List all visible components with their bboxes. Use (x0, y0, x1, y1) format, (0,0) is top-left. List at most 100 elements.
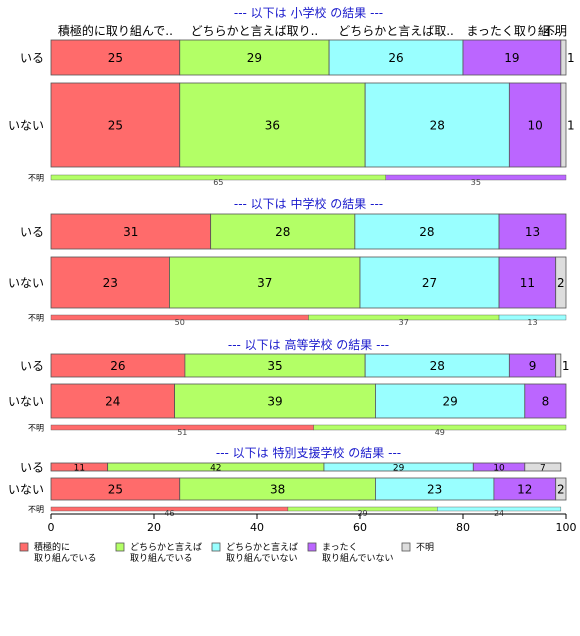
data-label: 37 (399, 318, 409, 327)
row-label: いる (20, 461, 44, 475)
bar-segment (375, 383, 526, 419)
data-label: 28 (275, 225, 290, 239)
data-label: 1 (567, 51, 575, 65)
panel-title: --- 以下は 特別支援学校 の結果 --- (216, 445, 401, 460)
bar-segment (169, 256, 361, 309)
bar-segment (364, 82, 510, 168)
data-label: 42 (210, 463, 221, 473)
row-label: いる (20, 51, 44, 65)
bar-segment (524, 383, 567, 419)
x-tick-label: 60 (353, 521, 367, 534)
data-label: 23 (103, 276, 118, 290)
unknown-row-label: 不明 (28, 314, 44, 323)
data-label: 28 (430, 119, 445, 133)
legend-label: 取り組んでいる (34, 552, 97, 564)
data-label: 13 (525, 225, 540, 239)
data-label: 29 (442, 395, 457, 409)
bar-segment (313, 424, 567, 431)
legend-label: 取り組んでいる (130, 552, 193, 564)
data-label: 25 (108, 51, 123, 65)
data-label: 29 (393, 463, 405, 473)
data-label: 39 (267, 395, 282, 409)
bar-segment (498, 314, 567, 321)
data-label: 10 (493, 463, 505, 473)
bar-segment (354, 213, 500, 250)
data-label: 65 (213, 178, 223, 187)
x-tick-label: 100 (556, 521, 577, 534)
data-label: 9 (529, 359, 537, 373)
data-label: 28 (419, 225, 434, 239)
panel-title: --- 以下は 中学校 の結果 --- (234, 196, 383, 211)
legend-swatch (307, 542, 317, 552)
data-label: 11 (74, 463, 85, 473)
bar-segment (524, 462, 562, 472)
data-label: 35 (267, 359, 282, 373)
row-label: いない (8, 395, 44, 409)
row-label: いない (8, 119, 44, 133)
data-label: 38 (270, 483, 285, 497)
data-label: 2 (557, 276, 565, 290)
row-label: いない (8, 276, 44, 290)
bar-segment (50, 213, 212, 250)
legend-label: どちらかと言えば (130, 541, 202, 553)
data-label: 11 (520, 276, 535, 290)
data-label: 19 (504, 51, 519, 65)
data-label: 12 (517, 483, 532, 497)
data-label: 23 (427, 483, 442, 497)
row-label: いない (8, 483, 44, 497)
legend-label: 不明 (416, 542, 434, 553)
x-tick-label: 0 (48, 521, 55, 534)
data-label: 26 (110, 359, 125, 373)
unknown-row-label: 不明 (28, 505, 44, 514)
bar-segment (174, 383, 376, 419)
unknown-row-label: 不明 (28, 424, 44, 433)
bar-segment (555, 353, 562, 378)
legend-swatch (115, 542, 125, 552)
category-header: どちらかと言えば取.. (338, 24, 454, 38)
data-label: 36 (265, 119, 280, 133)
legend-swatch (19, 542, 29, 552)
row-label: いる (20, 225, 44, 239)
legend-label: 積極的に (34, 541, 70, 553)
row-label: いる (20, 359, 44, 373)
x-tick-label: 20 (147, 521, 161, 534)
bar-segment (50, 82, 181, 168)
bar-segment (555, 256, 567, 309)
bar-segment (179, 39, 330, 76)
data-label: 1 (567, 119, 575, 133)
data-label: 50 (175, 318, 185, 327)
x-tick-label: 40 (250, 521, 264, 534)
bar-segment (508, 82, 562, 168)
data-label: 2 (557, 483, 565, 497)
data-label: 24 (105, 395, 120, 409)
data-label: 13 (527, 318, 537, 327)
data-label: 37 (257, 276, 272, 290)
legend-swatch (211, 542, 221, 552)
category-header: 不明 (543, 24, 567, 38)
panel-title: --- 以下は 高等学校 の結果 --- (228, 337, 389, 352)
bar-segment (385, 174, 567, 181)
bar-segment (179, 82, 366, 168)
x-tick-label: 80 (456, 521, 470, 534)
data-label: 51 (177, 428, 187, 437)
bar-segment (560, 39, 567, 76)
panel-title: --- 以下は 小学校 の結果 --- (234, 5, 383, 20)
category-header: まったく取り組.. (466, 24, 557, 38)
data-label: 49 (435, 428, 445, 437)
bar-segment (560, 82, 567, 168)
category-header: どちらかと言えば取り.. (191, 24, 319, 38)
data-label: 29 (247, 51, 262, 65)
data-label: 7 (540, 463, 546, 473)
legend-label: 取り組んでいない (322, 552, 394, 564)
data-label: 35 (471, 178, 481, 187)
legend-label: まったく (322, 542, 358, 553)
legend-label: 取り組んでいない (226, 552, 298, 564)
data-label: 26 (388, 51, 403, 65)
legend-label: どちらかと言えば (226, 541, 298, 553)
category-header: 積極的に取り組んで.. (58, 23, 173, 38)
bar-segment (498, 256, 557, 309)
data-label: 10 (527, 119, 542, 133)
data-label: 31 (123, 225, 138, 239)
data-label: 25 (108, 119, 123, 133)
